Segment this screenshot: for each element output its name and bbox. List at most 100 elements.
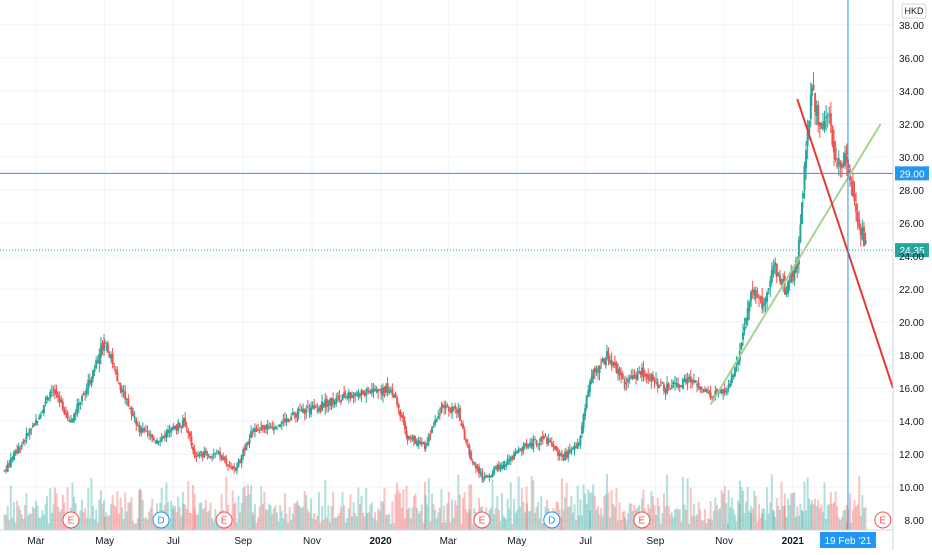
candle-body [440,407,443,413]
earnings-marker-icon[interactable]: E [62,511,80,529]
volume-bar [519,506,522,530]
volume-bar [603,495,606,530]
volume-bar [306,509,309,530]
candle-body [298,409,301,411]
candle-body [514,451,517,454]
candle-body [391,389,394,396]
candle-body [840,163,843,169]
volume-bar [749,505,752,530]
candle-body [610,360,613,366]
candle-body [432,426,435,428]
candle-body [426,442,429,446]
earnings-marker-icon[interactable]: E [473,511,491,529]
candle-body [405,430,408,437]
volume-bar [38,517,41,530]
volume-bar [861,495,864,530]
volume-bar [801,511,804,530]
candle-body [175,425,178,431]
volume-bar [705,523,708,530]
volume-bar [321,505,324,530]
candle-body [360,390,363,395]
candle-body [148,433,151,435]
volume-bar [71,482,74,530]
volume-bar [375,520,378,530]
volume-bar [542,523,545,530]
volume-bar [263,491,266,530]
volume-bar [92,506,95,530]
volume-bar [715,504,718,530]
volume-bar [250,485,253,530]
volume-bar [460,523,463,530]
volume-bar [297,504,300,530]
volume-bar [678,509,681,530]
candle-body [416,441,419,446]
candle-body [793,271,796,281]
candle-body [812,85,815,90]
volume-bar [821,512,824,530]
candle-body [615,363,618,373]
candle-body [146,431,149,433]
dividend-marker-icon[interactable]: D [152,511,170,529]
candle-body [328,399,331,405]
candle-body [344,396,347,398]
candle-body [138,425,141,432]
candle-body [782,279,785,285]
candle-body [252,429,255,432]
volume-bar [190,512,193,530]
volume-bar [391,501,394,530]
candle-body [691,380,694,384]
dividend-marker-icon[interactable]: D [543,511,561,529]
volume-bar [343,505,346,530]
candle-body [162,435,165,438]
candle-body [279,424,282,427]
volume-bar [434,509,437,530]
candle-body [372,388,375,392]
volume-bar [745,501,748,530]
volume-bar [143,518,146,530]
candle-body [411,437,414,440]
volume-bar [388,514,391,530]
candle-body [831,125,834,145]
candle-body [209,457,212,459]
candle-body [113,366,116,368]
candle-body [214,452,217,454]
candle-body [181,420,184,428]
volume-bar [707,518,710,530]
volume-bar [681,476,684,530]
volume-bar [727,490,730,530]
volume-bar [494,508,497,530]
volume-bar [659,523,662,530]
earnings-marker-icon[interactable]: E [633,511,651,529]
volume-bar [512,499,515,530]
volume-bar [772,510,775,530]
candle-body [703,389,706,392]
x-tick-label: May [507,536,526,547]
candle-body [564,451,567,460]
volume-bar [231,490,234,530]
volume-bar [193,508,196,530]
volume-bar [303,491,306,530]
volume-bar [571,512,574,530]
candle-body [159,440,162,442]
earnings-marker-icon[interactable]: E [874,511,892,529]
volume-bar [172,509,175,530]
volume-bar [33,508,36,530]
earnings-marker-icon[interactable]: E [215,511,233,529]
volume-bar [372,517,375,530]
volume-bar [128,502,131,530]
candle-body [261,424,264,428]
candle-body [230,466,233,468]
candle-body [443,405,446,408]
candle-body [39,414,42,418]
volume-bar [285,513,288,530]
volume-bar [132,521,135,530]
candle-body [808,121,811,134]
volume-bar [523,512,526,530]
candle-body [493,467,496,475]
candle-body [389,389,392,392]
x-tick-label: May [95,536,114,547]
candle-body [519,448,522,450]
volume-bar [797,515,800,530]
